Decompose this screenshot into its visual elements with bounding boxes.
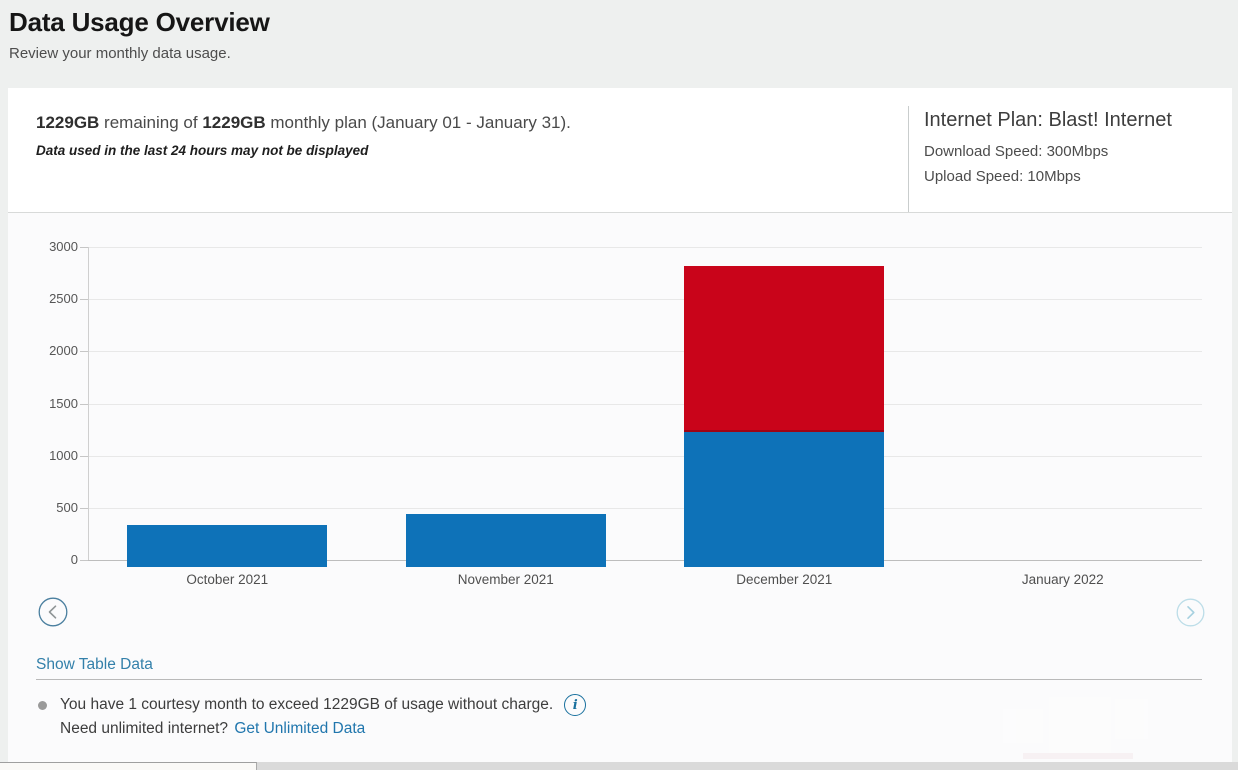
plan-summary-card: 1229GB remaining of 1229GB monthly plan …	[8, 88, 1232, 212]
unlimited-internet-note: Need unlimited internet? Get Unlimited D…	[60, 720, 365, 738]
divider-line	[36, 679, 1202, 680]
usage-disclaimer: Data used in the last 24 hours may not b…	[36, 143, 369, 158]
chevron-right-icon	[1176, 598, 1205, 630]
y-tick	[80, 455, 88, 457]
remaining-amount: 1229GB	[36, 113, 100, 132]
horizontal-scrollbar[interactable]	[0, 762, 1238, 770]
gridline-0	[88, 560, 1202, 561]
courtesy-month-note: You have 1 courtesy month to exceed 1229…	[38, 694, 587, 716]
courtesy-month-text: You have 1 courtesy month to exceed 1229…	[60, 696, 554, 713]
next-month-button[interactable]	[1175, 598, 1205, 628]
internet-plan-name: Internet Plan: Blast! Internet	[924, 109, 1172, 131]
gridline-500	[88, 507, 1202, 509]
y-axis-label-1000: 1000	[49, 447, 78, 463]
internet-plan-info: Internet Plan: Blast! Internet Download …	[908, 106, 1202, 212]
watermark	[1003, 697, 1148, 761]
bar-december-2021-usage-within-plan-gb-[interactable]	[684, 431, 885, 567]
upload-speed: Upload Speed: 10Mbps	[924, 168, 1081, 185]
gridline-3000	[88, 247, 1202, 248]
gridline-2000	[88, 351, 1202, 353]
page-subtitle: Review your monthly data usage.	[9, 45, 231, 62]
x-axis-label-november-2021: November 2021	[457, 572, 554, 587]
bar-december-2021-usage-over-plan-gb-[interactable]	[684, 265, 885, 432]
y-axis-line	[88, 247, 89, 560]
x-axis-label-october-2021: October 2021	[186, 572, 269, 587]
page-header: Data Usage Overview Review your monthly …	[0, 0, 1238, 62]
y-axis-label-2500: 2500	[49, 291, 78, 307]
data-remaining-text: 1229GB remaining of 1229GB monthly plan …	[36, 113, 571, 132]
unlimited-question-text: Need unlimited internet?	[60, 720, 233, 737]
usage-chart-card: 0 500 1000 1500 2000 2500 3000 October 2021 Nove…	[8, 212, 1232, 762]
show-table-data-link[interactable]: Show Table Data	[36, 656, 153, 673]
chevron-left-icon	[38, 597, 68, 630]
y-axis-label-500: 500	[56, 499, 78, 515]
gridline-1500	[88, 403, 1202, 405]
info-icon[interactable]: i	[564, 694, 587, 716]
bar-october-2021-usage-within-plan-gb-[interactable]	[127, 525, 328, 567]
y-tick	[80, 351, 88, 353]
y-tick	[80, 299, 88, 301]
y-tick	[80, 507, 88, 509]
gridline-1000	[88, 455, 1202, 457]
y-axis-label-0: 0	[70, 552, 78, 567]
x-axis-label-january-2022: January 2022	[1021, 572, 1104, 587]
y-axis-label-2000: 2000	[49, 343, 78, 359]
x-axis-label-december-2021: December 2021	[736, 572, 833, 587]
y-tick	[80, 560, 88, 561]
usage-bar-chart: 0 500 1000 1500 2000 2500 3000 October 2021 Nove…	[8, 213, 1232, 762]
scrollbar-thumb[interactable]	[0, 762, 257, 770]
y-tick	[80, 247, 88, 248]
gridline-2500	[88, 299, 1202, 301]
page-title: Data Usage Overview	[9, 7, 270, 37]
y-axis-label-3000: 3000	[49, 239, 78, 254]
y-axis-label-1500: 1500	[49, 395, 78, 411]
bullet-icon	[38, 700, 47, 710]
previous-month-button[interactable]	[38, 597, 68, 627]
plan-amount: 1229GB	[202, 113, 266, 132]
y-tick	[80, 403, 88, 405]
bar-november-2021-usage-within-plan-gb-[interactable]	[405, 514, 606, 567]
get-unlimited-data-link[interactable]: Get Unlimited Data	[234, 720, 366, 737]
download-speed: Download Speed: 300Mbps	[924, 143, 1109, 160]
usage-summary: 1229GB remaining of 1229GB monthly plan …	[8, 88, 571, 212]
